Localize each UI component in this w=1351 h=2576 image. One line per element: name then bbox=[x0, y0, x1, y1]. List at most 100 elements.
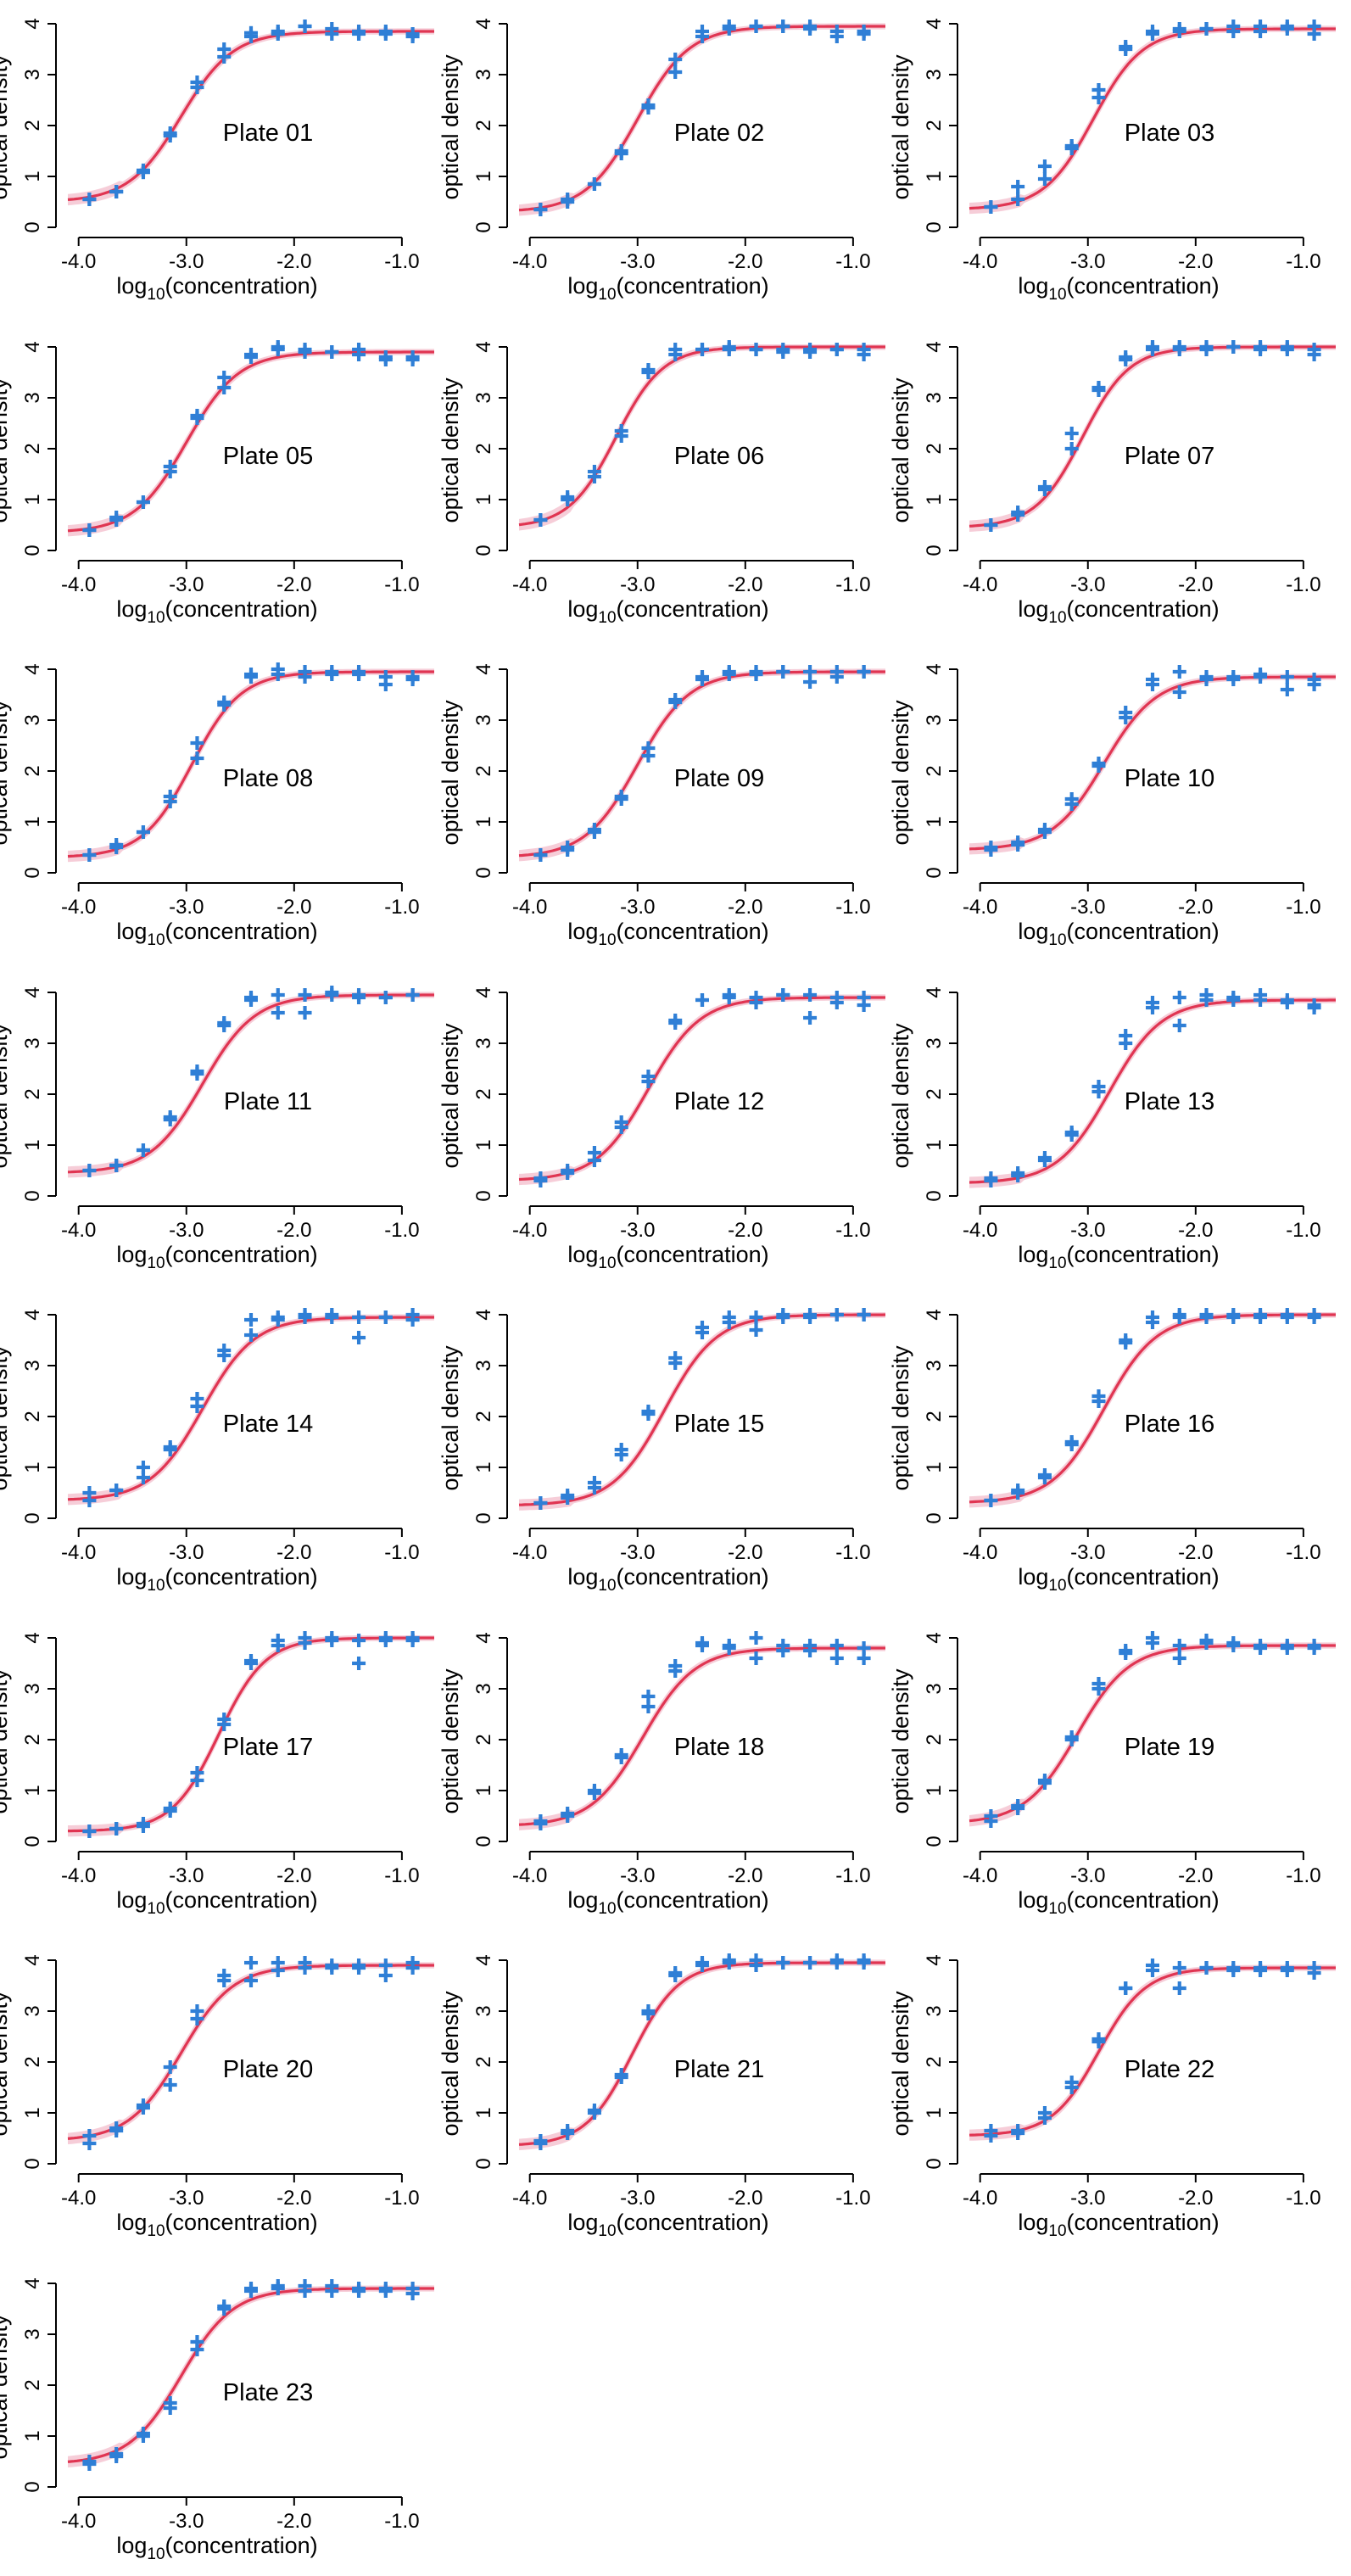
data-point bbox=[614, 144, 628, 158]
y-tick-label: 0 bbox=[21, 1512, 44, 1523]
y-tick-label: 1 bbox=[923, 816, 946, 827]
data-point bbox=[1091, 1676, 1106, 1690]
fit-curve bbox=[969, 1313, 1336, 1504]
plate-label: Plate 06 bbox=[674, 443, 764, 470]
y-axis-title: optical density bbox=[0, 54, 12, 200]
x-tick-label: -2.0 bbox=[276, 1219, 311, 1242]
fit-curve bbox=[969, 1643, 1336, 1822]
data-point bbox=[1172, 990, 1186, 1004]
x-tick-label: -3.0 bbox=[1070, 1541, 1105, 1564]
data-point bbox=[533, 1496, 548, 1510]
plate-label: Plate 01 bbox=[223, 120, 313, 147]
data-point bbox=[244, 1956, 258, 1970]
y-tick-label: 4 bbox=[923, 1954, 946, 1965]
x-tick-label: -2.0 bbox=[276, 573, 311, 596]
data-point bbox=[1253, 1308, 1268, 1322]
data-point bbox=[109, 1484, 124, 1497]
fit-curve bbox=[67, 30, 434, 201]
x-tick-label: -1.0 bbox=[835, 2187, 870, 2210]
data-point bbox=[641, 1405, 656, 1418]
data-point bbox=[1037, 1468, 1052, 1482]
data-point bbox=[1253, 668, 1268, 681]
data-point bbox=[803, 342, 818, 356]
data-point bbox=[614, 1747, 628, 1762]
confidence-band bbox=[68, 28, 434, 206]
data-point bbox=[668, 1351, 683, 1365]
y-tick-label: 1 bbox=[21, 170, 44, 182]
data-point bbox=[1037, 823, 1052, 836]
data-point bbox=[1119, 1981, 1133, 1995]
y-tick-label: 1 bbox=[21, 2107, 44, 2118]
data-point bbox=[803, 1956, 818, 1970]
plate-panel: 0 1 2 3 4 -4.0 -3.0 -2.0 -1.0 log10(concentration… bbox=[438, 1630, 885, 1918]
confidence-band bbox=[969, 1964, 1336, 2141]
data-point bbox=[109, 2446, 124, 2461]
fit-curve bbox=[969, 344, 1336, 528]
data-point bbox=[587, 1145, 601, 1159]
x-tick-label: -1.0 bbox=[1286, 573, 1320, 596]
data-point bbox=[803, 20, 818, 33]
data-point bbox=[1280, 1638, 1294, 1652]
data-point bbox=[1146, 1310, 1159, 1324]
x-axis-title: log10(concentration) bbox=[116, 596, 317, 627]
plate-panel: 0 1 2 3 4 -4.0 -3.0 -2.0 -1.0 log10(concentration… bbox=[438, 986, 885, 1272]
data-point bbox=[587, 2104, 601, 2117]
data-point bbox=[803, 987, 818, 1002]
x-tick-label: -4.0 bbox=[963, 1864, 997, 1887]
data-point bbox=[298, 20, 312, 33]
data-point bbox=[378, 1959, 393, 1972]
plate-label: Plate 10 bbox=[1125, 765, 1214, 792]
data-point bbox=[136, 2426, 150, 2440]
data-point bbox=[271, 1956, 285, 1970]
data-point bbox=[1253, 20, 1268, 33]
plate-panel: 0 1 2 3 4 -4.0 -3.0 -2.0 -1.0 log10(concentration… bbox=[0, 1630, 434, 1918]
data-point bbox=[1172, 339, 1186, 354]
data-point bbox=[1172, 22, 1186, 36]
data-point bbox=[857, 1953, 871, 1967]
data-point bbox=[614, 2068, 628, 2081]
data-point bbox=[1280, 683, 1294, 696]
data-point bbox=[1037, 1773, 1052, 1787]
data-point bbox=[533, 1171, 548, 1185]
data-point bbox=[1280, 670, 1294, 684]
data-point bbox=[1091, 1389, 1106, 1403]
y-tick-label: 2 bbox=[923, 765, 946, 776]
x-axis-title: log10(concentration) bbox=[567, 2210, 768, 2240]
y-tick-label: 3 bbox=[21, 69, 44, 80]
data-point bbox=[352, 1633, 366, 1647]
fit-curve bbox=[969, 675, 1336, 851]
data-point bbox=[614, 1443, 628, 1456]
y-tick-label: 0 bbox=[923, 545, 946, 556]
data-point bbox=[1011, 180, 1025, 193]
data-point bbox=[217, 2299, 232, 2313]
x-tick-label: -4.0 bbox=[963, 896, 997, 919]
data-point bbox=[82, 2129, 97, 2143]
fit-curve bbox=[518, 1961, 885, 2146]
y-tick-label: 0 bbox=[923, 867, 946, 878]
data-point bbox=[1091, 380, 1106, 394]
data-point bbox=[1091, 83, 1106, 97]
x-tick-label: -2.0 bbox=[276, 2187, 311, 2210]
data-point bbox=[1011, 835, 1025, 849]
x-tick-label: -4.0 bbox=[61, 573, 96, 596]
x-tick-label: -1.0 bbox=[1286, 1541, 1320, 1564]
data-point bbox=[1146, 1630, 1159, 1645]
data-point bbox=[1226, 990, 1241, 1004]
data-point bbox=[352, 342, 366, 356]
x-tick-label: -1.0 bbox=[835, 1541, 870, 1564]
x-tick-label: -1.0 bbox=[384, 2510, 419, 2533]
y-tick-label: 2 bbox=[923, 1088, 946, 1099]
data-point bbox=[298, 2278, 312, 2293]
x-tick-label: -2.0 bbox=[1178, 1219, 1213, 1242]
data-point bbox=[587, 177, 601, 191]
y-tick-label: 4 bbox=[923, 1309, 946, 1320]
x-tick-label: -2.0 bbox=[276, 896, 311, 919]
y-tick-label: 0 bbox=[472, 2158, 495, 2169]
y-tick-label: 0 bbox=[923, 1190, 946, 1201]
data-point bbox=[1064, 792, 1079, 806]
data-point bbox=[1307, 673, 1321, 686]
y-tick-label: 3 bbox=[21, 2005, 44, 2016]
data-point bbox=[405, 987, 420, 1002]
data-point bbox=[82, 2454, 97, 2468]
data-point bbox=[1199, 1633, 1214, 1647]
